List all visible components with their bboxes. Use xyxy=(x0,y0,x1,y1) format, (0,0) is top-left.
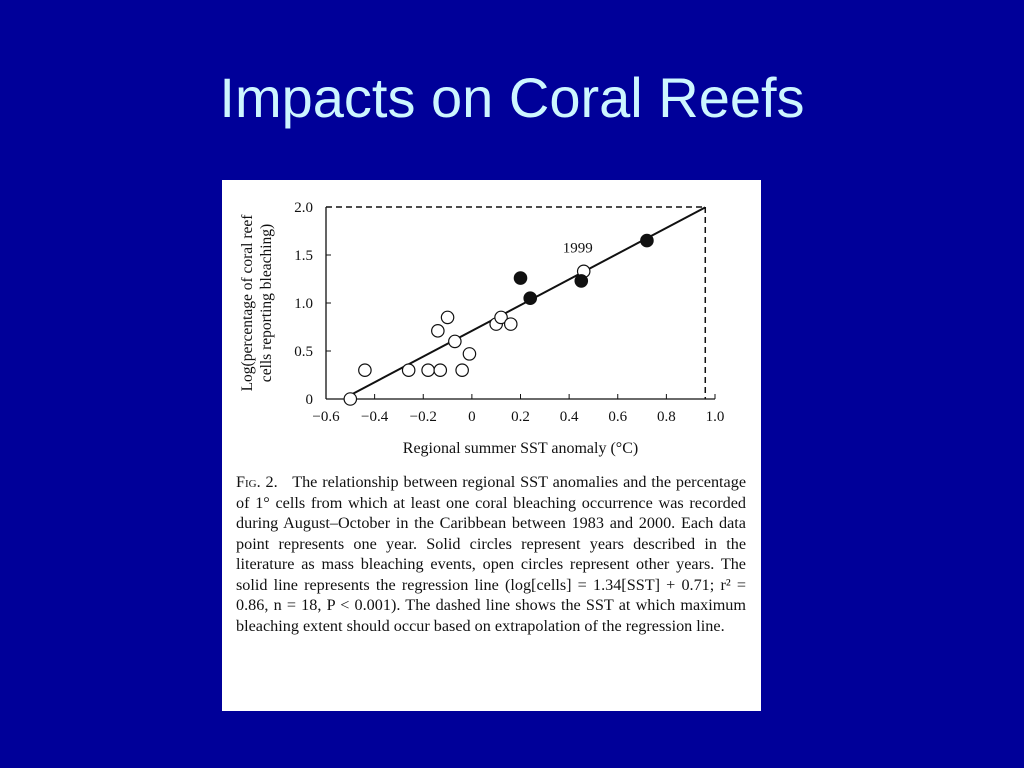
open-point xyxy=(440,310,455,325)
slide-title: Impacts on Coral Reefs xyxy=(219,66,805,129)
x-tick-label: 0.6 xyxy=(608,409,627,425)
y-axis-label-line2: cells reporting bleaching) xyxy=(258,224,275,382)
scatter-chart: −0.6 −0.4 −0.2 0 0.2 0.4 0.6 0.8 1.0 0 0.5 1.0 1.5 2.… xyxy=(239,200,724,457)
open-point xyxy=(462,347,477,361)
open-point xyxy=(343,392,358,406)
open-point xyxy=(358,363,372,377)
open-point xyxy=(448,334,462,349)
chart-labels: 1999 Regional summer SST anomaly (°C) Log(… xyxy=(239,214,638,457)
y-axis-label-line1: Log(percentage of coral reef xyxy=(239,214,256,392)
solid-point xyxy=(574,274,589,288)
x-tick-label: −0.2 xyxy=(410,409,437,425)
caption-label: Fig. 2. xyxy=(236,473,278,491)
y-tick-label: 1.0 xyxy=(294,296,313,312)
open-point xyxy=(433,363,448,377)
figure-caption: Fig. 2. The relationship between regiona… xyxy=(236,472,746,636)
chart-axes: −0.6 −0.4 −0.2 0 0.2 0.4 0.6 0.8 1.0 0 0.5 1.0 1.5 2.… xyxy=(294,200,724,425)
open-point xyxy=(455,363,469,377)
y-tick-label: 0.5 xyxy=(294,344,313,360)
solid-point xyxy=(513,271,528,285)
open-point xyxy=(421,363,435,377)
x-tick-label: 0.4 xyxy=(560,409,579,425)
caption-text: The relationship between regional SST an… xyxy=(236,473,746,635)
annotation-1999: 1999 xyxy=(563,240,593,256)
data-points xyxy=(343,233,654,406)
x-tick-label: 1.0 xyxy=(706,409,725,425)
x-tick-label: 0.8 xyxy=(657,409,676,425)
figure-panel: −0.6 −0.4 −0.2 0 0.2 0.4 0.6 0.8 1.0 0 0.5 1.0 1.5 2.… xyxy=(222,180,761,711)
open-point xyxy=(494,310,508,325)
open-point xyxy=(503,317,518,331)
solid-point xyxy=(640,233,654,248)
y-tick-label: 0 xyxy=(306,392,314,408)
x-tick-label: −0.6 xyxy=(312,409,340,425)
open-point xyxy=(401,363,416,377)
solid-point xyxy=(523,291,538,305)
x-axis-label: Regional summer SST anomaly (°C) xyxy=(403,440,638,457)
x-tick-label: 0 xyxy=(468,409,476,425)
open-point xyxy=(431,324,445,338)
x-tick-label: 0.2 xyxy=(511,409,530,425)
y-tick-label: 2.0 xyxy=(294,200,313,216)
x-tick-label: −0.4 xyxy=(361,409,389,425)
y-tick-label: 1.5 xyxy=(294,248,313,264)
